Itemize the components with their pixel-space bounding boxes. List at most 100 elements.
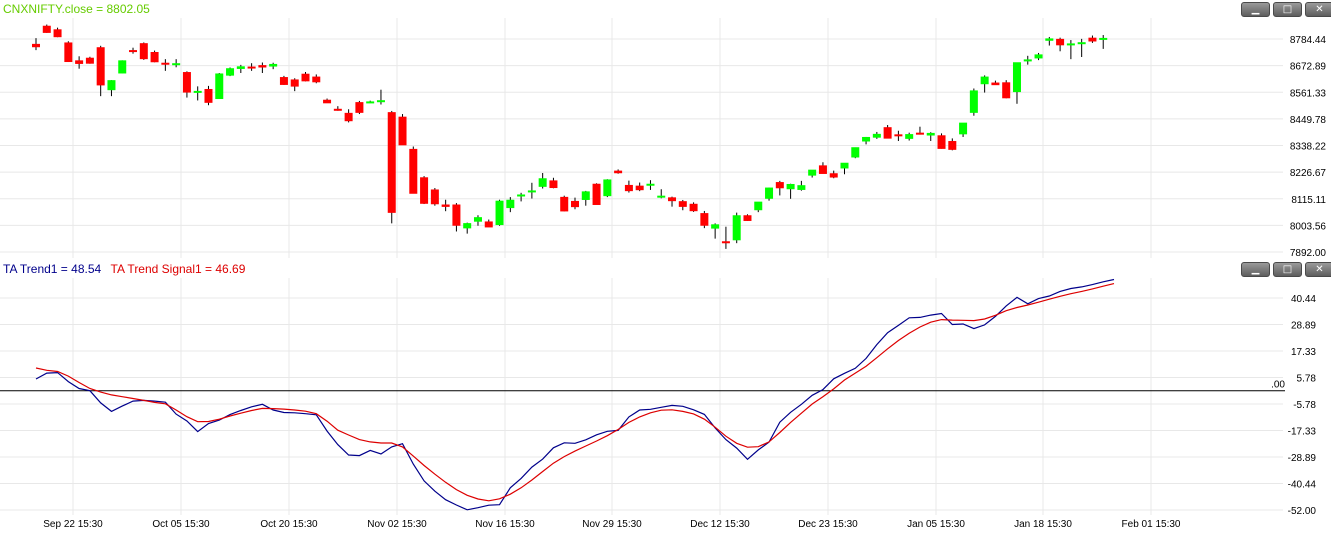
candle-body-33	[387, 112, 396, 213]
candle-5	[85, 56, 94, 64]
indicator-y-tick-4: .00	[1271, 380, 1285, 391]
x-tick-label-3: Nov 02 15:30	[367, 519, 427, 530]
candle-body-93	[1034, 54, 1043, 59]
indicator-y-tick-2: 17.33	[1291, 347, 1316, 358]
candle-body-24	[290, 79, 299, 87]
candle-33	[387, 110, 396, 224]
candle-body-44	[506, 199, 515, 209]
candle-body-7	[107, 80, 116, 91]
price-candles	[32, 24, 1108, 249]
candle-83	[926, 132, 935, 142]
candle-53	[603, 179, 612, 198]
candle-70	[786, 183, 795, 199]
candle-body-87	[969, 90, 978, 113]
candle-body-69	[775, 182, 784, 189]
price-panel-close-button[interactable]: ✕	[1305, 2, 1331, 17]
price-y-tick-5: 8226.67	[1290, 168, 1327, 179]
candle-44	[506, 197, 515, 213]
candle-body-66	[743, 215, 752, 221]
candle-body-29	[344, 112, 353, 122]
candle-86	[959, 122, 968, 137]
candle-body-70	[786, 183, 795, 190]
candle-47	[538, 172, 547, 189]
candle-body-46	[527, 190, 536, 193]
candle-34	[398, 114, 407, 146]
candle-body-61	[689, 203, 698, 212]
price-panel-window-buttons: ▁ □ ✕	[1241, 2, 1331, 17]
candle-49	[560, 195, 569, 212]
candle-36	[420, 176, 429, 205]
candle-78	[872, 131, 881, 139]
candle-10	[139, 42, 148, 60]
candle-body-47	[538, 178, 547, 187]
x-tick-label-6: Dec 12 15:30	[690, 519, 750, 530]
candle-81	[905, 132, 914, 141]
candle-89	[991, 80, 1000, 86]
candle-29	[344, 109, 353, 123]
candle-body-4	[75, 60, 84, 64]
candle-15	[193, 86, 202, 101]
candle-body-9	[129, 50, 138, 53]
indicator-panel-minimize-button[interactable]: ▁	[1241, 262, 1270, 277]
indicator-y-tick-7: -28.89	[1288, 453, 1317, 464]
candle-24	[290, 78, 299, 92]
candle-57	[646, 180, 655, 190]
candle-76	[851, 147, 860, 159]
candle-body-13	[172, 63, 181, 66]
candle-67	[754, 201, 763, 213]
candle-body-64	[721, 241, 730, 244]
candle-body-52	[592, 183, 601, 205]
candle-87	[969, 88, 978, 116]
candle-40	[463, 222, 472, 234]
candle-body-35	[409, 148, 418, 194]
candle-body-56	[635, 185, 644, 191]
candle-96	[1066, 40, 1075, 60]
candle-7	[107, 80, 116, 97]
candle-body-96	[1066, 43, 1075, 46]
candle-38	[441, 199, 450, 212]
candle-54	[614, 169, 623, 174]
candle-61	[689, 202, 698, 212]
candle-77	[862, 136, 871, 145]
x-tick-label-0: Sep 22 15:30	[43, 519, 103, 530]
candle-body-86	[959, 122, 968, 135]
x-tick-label-10: Feb 01 15:30	[1122, 519, 1181, 530]
candle-body-48	[549, 180, 558, 189]
candle-body-26	[312, 76, 321, 83]
candle-body-65	[732, 215, 741, 241]
price-y-tick-0: 8784.44	[1290, 35, 1327, 46]
candle-2	[53, 27, 62, 38]
candle-39	[452, 203, 461, 232]
candle-body-75	[840, 162, 849, 169]
candle-19	[236, 64, 245, 73]
candle-body-14	[182, 72, 191, 93]
candle-body-62	[700, 213, 709, 226]
indicator-panel-window-buttons: ▁ □ ✕	[1241, 262, 1331, 277]
candle-52	[592, 183, 601, 205]
candle-37	[430, 188, 439, 206]
candle-body-92	[1023, 59, 1032, 62]
indicator-panel-close-button[interactable]: ✕	[1305, 262, 1331, 277]
candle-51	[581, 190, 590, 206]
candle-body-18	[226, 68, 235, 76]
candle-body-84	[937, 135, 946, 149]
candle-13	[172, 59, 181, 68]
indicator-y-tick-5: -5.78	[1293, 400, 1316, 411]
candle-82	[915, 126, 924, 135]
candle-body-85	[948, 141, 957, 150]
price-legend: CNXNIFTY.close = 8802.05	[3, 2, 150, 16]
candle-41	[473, 215, 482, 226]
candle-23	[279, 75, 288, 85]
indicator-panel-grid	[0, 278, 1285, 515]
candle-body-12	[161, 62, 170, 65]
price-panel-minimize-button[interactable]: ▁	[1241, 2, 1270, 17]
candle-body-54	[614, 170, 623, 174]
indicator-panel-restore-button[interactable]: □	[1273, 262, 1302, 277]
x-tick-label-4: Nov 16 15:30	[475, 519, 535, 530]
price-y-tick-2: 8561.33	[1290, 88, 1327, 99]
price-panel-restore-button[interactable]: □	[1273, 2, 1302, 17]
candle-body-72	[808, 169, 817, 176]
candle-85	[948, 138, 957, 151]
candle-body-41	[473, 217, 482, 222]
